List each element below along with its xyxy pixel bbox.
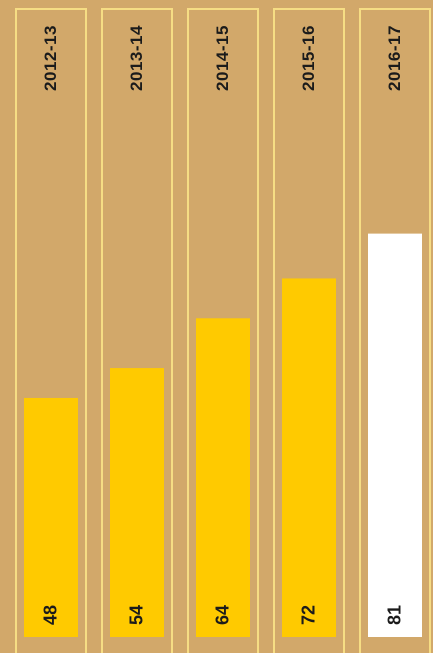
bar-panel: [273, 8, 345, 653]
bar-2015-16: [282, 278, 336, 637]
bar-2016-17: [368, 233, 422, 637]
bar-panel: [359, 8, 431, 653]
bar-2014-15: [196, 318, 250, 637]
bar-2013-14: [110, 368, 164, 637]
bar-panel: [187, 8, 259, 653]
bar-panel: [15, 8, 87, 653]
bar-panel: [101, 8, 173, 653]
bar-2012-13: [24, 397, 78, 637]
